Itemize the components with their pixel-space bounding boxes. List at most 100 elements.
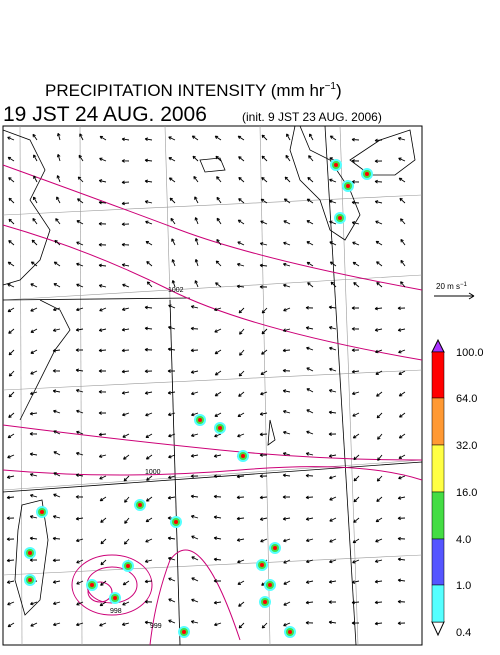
wind-vector <box>146 281 153 288</box>
wind-vector <box>7 622 15 628</box>
wind-vector <box>99 622 107 627</box>
wind-vector <box>260 220 268 225</box>
wind-vector <box>144 600 153 604</box>
colorbar-label: 4.0 <box>456 534 471 546</box>
wind-vector <box>374 579 383 584</box>
wind-vector <box>190 494 199 499</box>
wind-vector <box>238 370 245 377</box>
wind-vector <box>171 238 176 246</box>
wind-vector <box>214 622 222 627</box>
wind-vector <box>52 515 61 519</box>
isobar <box>2 164 423 291</box>
wind-vector <box>144 559 153 563</box>
wind-vector <box>190 348 199 353</box>
wind-vector <box>98 328 107 332</box>
wind-vector <box>259 432 268 437</box>
wind-vector <box>76 580 84 585</box>
precip-area <box>268 583 272 587</box>
wind-vector <box>6 537 15 542</box>
wind-vector <box>351 327 360 331</box>
wind-vector <box>29 391 38 396</box>
wind-vector <box>259 285 268 289</box>
wind-vector <box>190 326 199 331</box>
wind-vector <box>52 558 61 563</box>
wind-vector <box>6 580 15 584</box>
wind-vector <box>121 201 130 206</box>
wind-vector <box>237 580 245 585</box>
wind-vector <box>351 221 360 225</box>
wind-vector <box>374 600 383 605</box>
wind-vector <box>75 538 84 543</box>
wind-vector <box>215 260 222 267</box>
wind-vector <box>146 496 153 502</box>
wind-vector <box>99 307 107 312</box>
wind-vector <box>167 556 176 561</box>
wind-vector <box>214 135 222 141</box>
wind-vector <box>29 473 38 477</box>
colorbar-label: 0.4 <box>456 627 471 639</box>
wind-vector <box>29 515 38 519</box>
precip-area <box>263 600 267 604</box>
wind-vector <box>214 433 222 438</box>
wind-vector <box>306 198 314 204</box>
wind-vector <box>124 517 130 524</box>
wind-vector <box>399 197 406 204</box>
wind-vector <box>168 619 176 624</box>
wind-vector <box>238 156 245 162</box>
wind-vector <box>351 391 360 396</box>
wind-vector <box>307 282 314 288</box>
wind-vector <box>121 369 130 374</box>
wind-vector <box>30 328 38 333</box>
wind-vector <box>213 454 222 458</box>
wind-vector <box>306 241 314 246</box>
wind-vector <box>32 217 38 225</box>
wind-vector <box>167 536 176 541</box>
grid-line <box>2 274 423 301</box>
wind-vector <box>374 621 383 626</box>
wind-vector <box>30 370 38 375</box>
wind-vector <box>397 306 406 311</box>
wind-vector <box>375 220 383 225</box>
contour-label: 1000 <box>145 469 161 476</box>
wind-vector <box>352 433 360 439</box>
wind-vector <box>283 198 291 204</box>
wind-vector <box>191 535 199 540</box>
colorbar-segment <box>431 397 445 446</box>
wind-vector <box>52 328 61 332</box>
wind-vector <box>351 369 360 374</box>
wind-vector <box>398 433 406 439</box>
wind-vector <box>214 349 222 355</box>
wind-vector <box>76 559 84 564</box>
wind-vector <box>190 370 199 374</box>
wind-vector <box>305 600 314 605</box>
colorbar-bottom-triangle <box>431 621 445 637</box>
wind-vector <box>329 367 337 372</box>
wind-vector <box>123 538 130 545</box>
wind-vector <box>328 389 337 393</box>
wind-vector <box>100 580 107 586</box>
wind-vector <box>285 154 291 162</box>
wind-vector <box>55 218 61 225</box>
wind-vector <box>52 348 61 353</box>
wind-vector <box>213 474 222 479</box>
wind-vector <box>283 283 291 288</box>
wind-vector <box>168 433 176 438</box>
wind-vector <box>191 598 199 603</box>
wind-vector <box>328 432 337 436</box>
vector-legend: 20 m s−1 <box>434 282 475 300</box>
wind-vector <box>397 328 406 332</box>
grid-line <box>2 554 423 576</box>
wind-vector <box>236 495 245 500</box>
grid-line <box>19 125 23 646</box>
wind-vector <box>6 475 15 479</box>
wind-vector <box>192 155 199 162</box>
wind-vector <box>76 601 84 606</box>
precip-area <box>338 216 342 220</box>
wind-vector <box>52 369 61 373</box>
grid-line <box>2 459 423 491</box>
wind-vector <box>75 368 84 373</box>
wind-vector <box>167 390 176 395</box>
wind-vector <box>375 370 383 375</box>
wind-vector <box>236 262 245 267</box>
wind-vector <box>397 136 406 141</box>
